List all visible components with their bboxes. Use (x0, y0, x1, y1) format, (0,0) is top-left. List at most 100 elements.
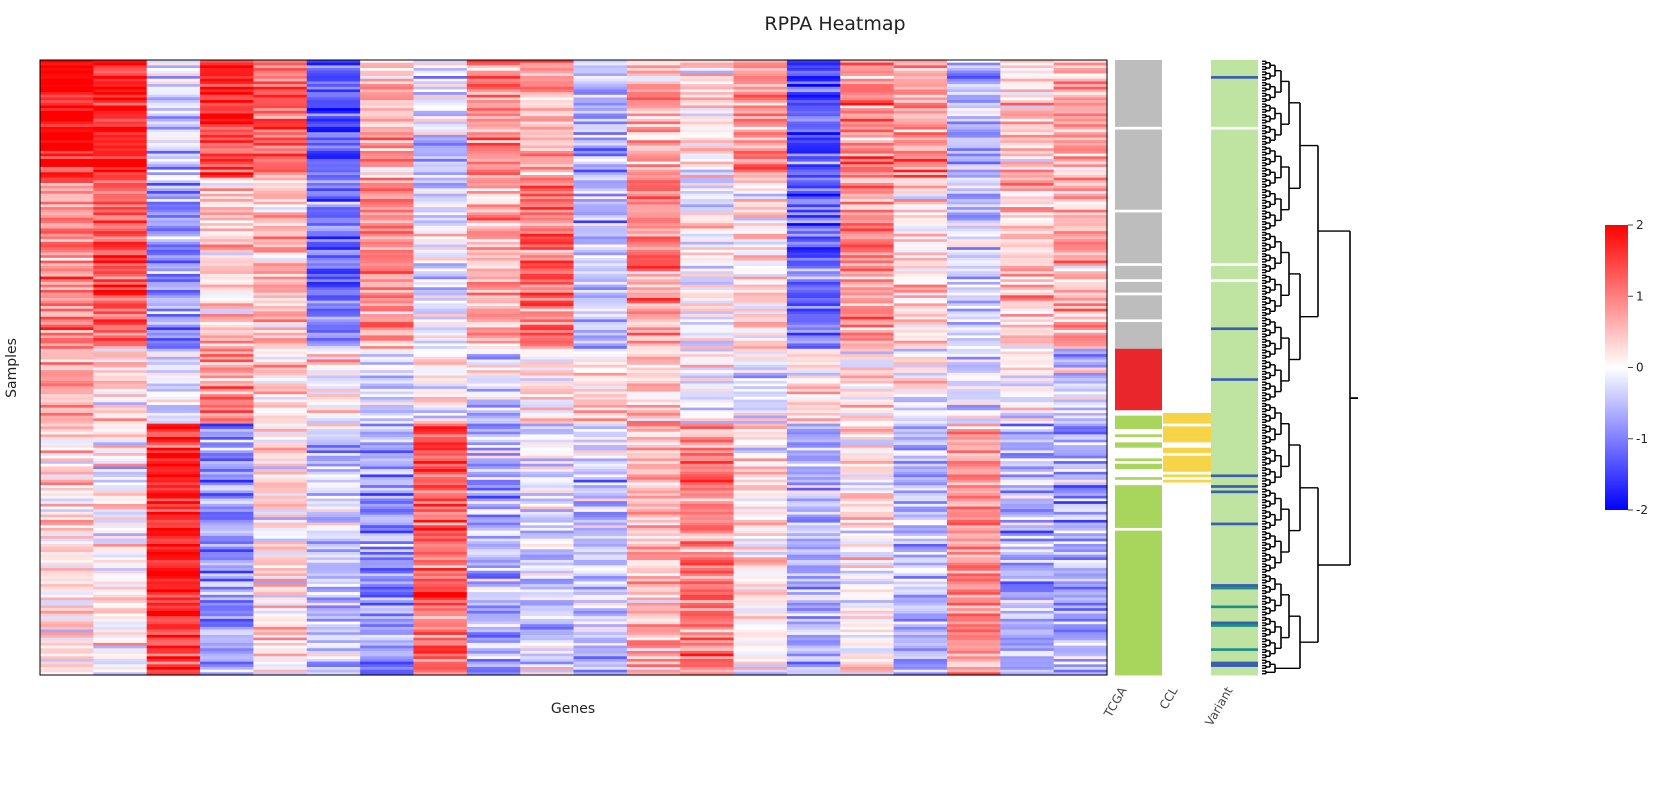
heatmap-cell (253, 327, 308, 331)
heatmap-cell (93, 461, 148, 465)
heatmap-cell (733, 610, 788, 615)
annotation-ccl-cell (1163, 236, 1211, 240)
heatmap-cell (466, 546, 521, 550)
annotation-ccl-cell (1163, 244, 1211, 248)
heatmap-cell (893, 351, 948, 355)
heatmap-cell (840, 463, 895, 468)
heatmap-cell (466, 437, 521, 441)
heatmap-cell (413, 455, 468, 460)
heatmap-cell (573, 469, 628, 473)
heatmap-cell (786, 308, 841, 312)
heatmap-cell (1053, 450, 1108, 454)
heatmap-cell (413, 356, 468, 361)
heatmap-cell (626, 322, 681, 326)
heatmap-cell (93, 204, 148, 208)
heatmap-cell (946, 295, 1001, 299)
annotation-ccl-cell (1163, 118, 1211, 122)
heatmap-cell (306, 396, 361, 401)
annotation-variant-cell (1211, 391, 1258, 395)
heatmap-cell (466, 527, 521, 532)
heatmap-cell (840, 201, 895, 205)
heatmap-cell (893, 276, 948, 280)
heatmap-cell (360, 386, 415, 390)
heatmap-cell (786, 150, 841, 155)
heatmap-cell (520, 570, 575, 574)
heatmap-cell (306, 560, 361, 564)
heatmap-cell (253, 418, 308, 422)
heatmap-cell (573, 134, 628, 139)
heatmap-cell (466, 86, 521, 91)
heatmap-cell (786, 656, 841, 660)
heatmap-cell (520, 517, 575, 521)
heatmap-cell (253, 196, 308, 200)
heatmap-cell (840, 212, 895, 216)
heatmap-cell (893, 656, 948, 660)
heatmap-cell (946, 105, 1001, 109)
heatmap-cell (306, 616, 361, 620)
heatmap-cell (786, 634, 841, 639)
heatmap-cell (306, 645, 361, 649)
heatmap-cell (306, 306, 361, 310)
heatmap-cell (253, 445, 308, 449)
heatmap-cell (573, 346, 628, 350)
heatmap-cell (253, 388, 308, 393)
heatmap-cell (253, 239, 308, 243)
heatmap-cell (1000, 592, 1055, 596)
heatmap-cell (40, 244, 94, 248)
heatmap-cell (520, 105, 575, 109)
heatmap-cell (520, 89, 575, 93)
heatmap-cell (680, 356, 735, 361)
heatmap-cell (93, 597, 148, 601)
heatmap-cell (306, 455, 361, 460)
heatmap-cell (1000, 257, 1055, 262)
heatmap-cell (200, 217, 254, 222)
heatmap-cell (786, 383, 841, 387)
heatmap-cell (413, 134, 468, 139)
heatmap-cell (360, 60, 415, 64)
heatmap-cell (680, 332, 735, 337)
heatmap-cell (413, 228, 468, 232)
heatmap-cell (520, 576, 575, 580)
heatmap-cell (946, 92, 1001, 96)
heatmap-cell (573, 220, 628, 224)
heatmap-cell (466, 418, 521, 422)
heatmap-cell (306, 196, 361, 200)
heatmap-cell (520, 546, 575, 550)
annotation-ccl-cell (1163, 327, 1211, 331)
heatmap-cell (413, 327, 468, 331)
heatmap-cell (200, 367, 254, 371)
heatmap-cell (893, 426, 948, 430)
heatmap-cell (733, 549, 788, 553)
heatmap-cell (93, 543, 148, 548)
heatmap-cell (466, 656, 521, 660)
heatmap-cell (253, 546, 308, 550)
heatmap-cell (360, 610, 415, 615)
annotation-variant-cell (1211, 158, 1258, 162)
heatmap-cell (573, 295, 628, 299)
heatmap-cell (573, 180, 628, 184)
heatmap-cell (306, 557, 361, 561)
heatmap-cell (466, 589, 521, 593)
heatmap-cell (200, 140, 254, 144)
heatmap-cell (306, 380, 361, 385)
heatmap-cell (306, 145, 361, 149)
heatmap-cell (360, 586, 415, 591)
heatmap-cell (1053, 562, 1108, 566)
heatmap-cell (93, 338, 148, 342)
heatmap-cell (733, 485, 788, 489)
heatmap-cell (946, 629, 1001, 633)
annotation-ccl-cell (1163, 319, 1211, 323)
heatmap-cell (626, 538, 681, 542)
heatmap-cell (360, 487, 415, 492)
heatmap-cell (360, 399, 415, 403)
heatmap-cell (93, 442, 148, 446)
heatmap-cell (200, 297, 254, 302)
heatmap-cell (786, 399, 841, 403)
annotation-tcga-cell (1115, 116, 1162, 120)
heatmap-cell (520, 503, 575, 508)
annotation-variant-cell (1211, 324, 1258, 328)
heatmap-cell (840, 437, 895, 441)
heatmap-cell (200, 145, 254, 149)
heatmap-cell (360, 439, 415, 443)
heatmap-cell (946, 84, 1001, 88)
